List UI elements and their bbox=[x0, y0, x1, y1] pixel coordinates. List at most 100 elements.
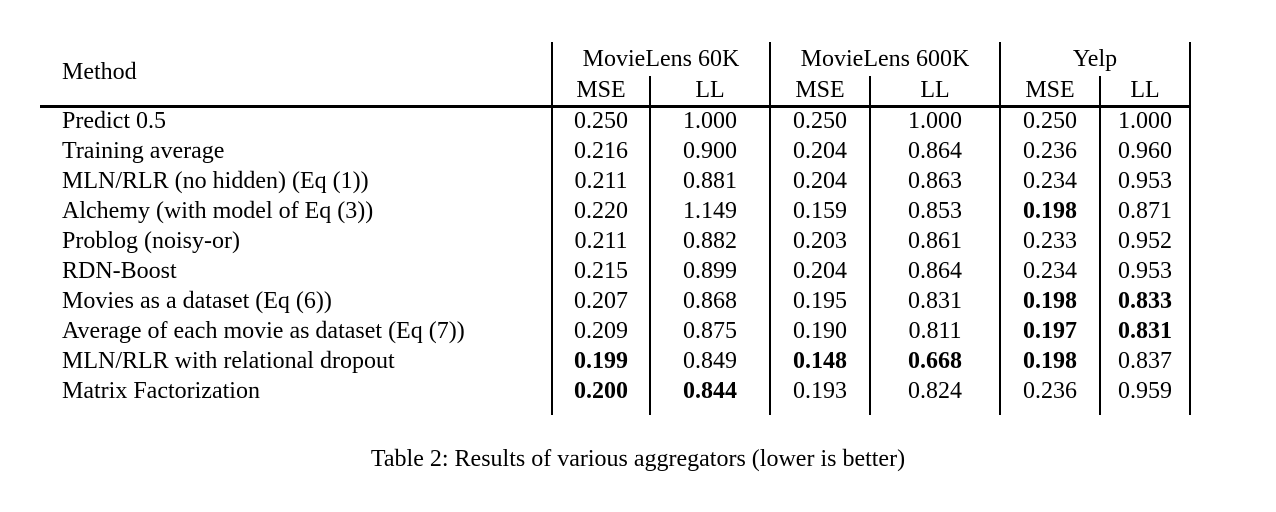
method-cell: MLN/RLR (no hidden) (Eq (1)) bbox=[40, 166, 553, 196]
value-cell: 0.193 bbox=[770, 376, 871, 406]
value-cell: 0.209 bbox=[552, 316, 651, 346]
value-cell: 0.220 bbox=[552, 196, 651, 226]
table-row: Matrix Factorization 0.200 0.844 0.193 0.824… bbox=[40, 376, 1191, 406]
method-cell: Average of each movie as dataset (Eq (7)… bbox=[40, 316, 553, 346]
value-cell: 0.849 bbox=[650, 346, 771, 376]
column-header-mse-yelp: MSE bbox=[1000, 76, 1101, 108]
value-cell: 0.875 bbox=[650, 316, 771, 346]
table-caption: Table 2: Results of various aggregators … bbox=[370, 446, 906, 472]
value-cell: 0.234 bbox=[1000, 166, 1101, 196]
value-cell: 0.215 bbox=[552, 256, 651, 286]
value-cell: 0.204 bbox=[770, 256, 871, 286]
value-cell: 0.198 bbox=[1000, 196, 1101, 226]
table-row: Predict 0.5 0.250 1.000 0.250 1.000 0.250 1.00… bbox=[40, 106, 1191, 136]
value-cell: 0.864 bbox=[870, 136, 1001, 166]
value-cell: 0.159 bbox=[770, 196, 871, 226]
column-header-mse-movielens-60k: MSE bbox=[552, 76, 651, 108]
rule-spacer-cell bbox=[1000, 406, 1101, 415]
rule-spacer-cell bbox=[650, 406, 771, 415]
value-cell: 0.203 bbox=[770, 226, 871, 256]
value-cell: 0.871 bbox=[1100, 196, 1191, 226]
value-cell: 0.824 bbox=[870, 376, 1001, 406]
column-header-ll-movielens-60k: LL bbox=[650, 76, 771, 108]
value-cell: 0.236 bbox=[1000, 376, 1101, 406]
value-cell: 0.811 bbox=[870, 316, 1001, 346]
rule-spacer-cell bbox=[770, 406, 871, 415]
value-cell: 0.837 bbox=[1100, 346, 1191, 376]
value-cell: 1.000 bbox=[870, 106, 1001, 136]
group-header-movielens-60k: MovieLens 60K bbox=[552, 42, 771, 76]
value-cell: 0.211 bbox=[552, 166, 651, 196]
value-cell: 0.250 bbox=[552, 106, 651, 136]
value-cell: 0.868 bbox=[650, 286, 771, 316]
table-row: Alchemy (with model of Eq (3)) 0.220 1.149… bbox=[40, 196, 1191, 226]
method-cell: RDN-Boost bbox=[40, 256, 553, 286]
group-header-row: Method MovieLens 60K MovieLens 600K Yelp bbox=[40, 42, 1191, 108]
value-cell: 0.148 bbox=[770, 346, 871, 376]
table-row: MLN/RLR with relational dropout 0.199 0.84… bbox=[40, 346, 1191, 376]
value-cell: 0.195 bbox=[770, 286, 871, 316]
method-cell: Movies as a dataset (Eq (6)) bbox=[40, 286, 553, 316]
method-cell: Problog (noisy-or) bbox=[40, 226, 553, 256]
value-cell: 0.204 bbox=[770, 166, 871, 196]
table-body: Predict 0.5 0.250 1.000 0.250 1.000 0.250 1.00… bbox=[40, 106, 1191, 415]
value-cell: 0.959 bbox=[1100, 376, 1191, 406]
value-cell: 0.199 bbox=[552, 346, 651, 376]
value-cell: 1.000 bbox=[650, 106, 771, 136]
value-cell: 0.668 bbox=[870, 346, 1001, 376]
value-cell: 0.844 bbox=[650, 376, 771, 406]
subheader-row: MSE LL MSE LL MSE LL bbox=[40, 76, 1191, 108]
value-cell: 1.149 bbox=[650, 196, 771, 226]
value-cell: 1.000 bbox=[1100, 106, 1191, 136]
value-cell: 0.831 bbox=[870, 286, 1001, 316]
column-header-mse-movielens-600k: MSE bbox=[770, 76, 871, 108]
value-cell: 0.250 bbox=[1000, 106, 1101, 136]
value-cell: 0.953 bbox=[1100, 256, 1191, 286]
value-cell: 0.864 bbox=[870, 256, 1001, 286]
table-row: Problog (noisy-or) 0.211 0.882 0.203 0.861 0.… bbox=[40, 226, 1191, 256]
column-header-ll-movielens-600k: LL bbox=[870, 76, 1001, 108]
value-cell: 0.833 bbox=[1100, 286, 1191, 316]
value-cell: 0.831 bbox=[1100, 316, 1191, 346]
value-cell: 0.882 bbox=[650, 226, 771, 256]
rule-spacer-cell bbox=[1100, 406, 1191, 415]
results-table: Method MovieLens 60K MovieLens 600K Yelp… bbox=[40, 42, 1191, 415]
rule-spacer-cell bbox=[870, 406, 1001, 415]
value-cell: 0.960 bbox=[1100, 136, 1191, 166]
value-cell: 0.236 bbox=[1000, 136, 1101, 166]
value-cell: 0.863 bbox=[870, 166, 1001, 196]
table-row: MLN/RLR (no hidden) (Eq (1)) 0.211 0.881 0.… bbox=[40, 166, 1191, 196]
value-cell: 0.198 bbox=[1000, 286, 1101, 316]
value-cell: 0.233 bbox=[1000, 226, 1101, 256]
method-cell: MLN/RLR with relational dropout bbox=[40, 346, 553, 376]
column-header-ll-yelp: LL bbox=[1100, 76, 1191, 108]
rule-spacer-cell bbox=[552, 406, 651, 415]
value-cell: 0.952 bbox=[1100, 226, 1191, 256]
table-row: Training average 0.216 0.900 0.204 0.864 0.23… bbox=[40, 136, 1191, 166]
group-header-yelp: Yelp bbox=[1000, 42, 1191, 76]
value-cell: 0.197 bbox=[1000, 316, 1101, 346]
value-cell: 0.204 bbox=[770, 136, 871, 166]
table-row: RDN-Boost 0.215 0.899 0.204 0.864 0.234 0.953 bbox=[40, 256, 1191, 286]
rule-spacer-cell bbox=[40, 406, 553, 415]
method-column-header: Method bbox=[40, 42, 553, 108]
method-cell: Training average bbox=[40, 136, 553, 166]
group-header-movielens-600k: MovieLens 600K bbox=[770, 42, 1001, 76]
value-cell: 0.211 bbox=[552, 226, 651, 256]
value-cell: 0.198 bbox=[1000, 346, 1101, 376]
table-row: Movies as a dataset (Eq (6)) 0.207 0.868 0.… bbox=[40, 286, 1191, 316]
method-cell: Alchemy (with model of Eq (3)) bbox=[40, 196, 553, 226]
value-cell: 0.899 bbox=[650, 256, 771, 286]
value-cell: 0.200 bbox=[552, 376, 651, 406]
value-cell: 0.861 bbox=[870, 226, 1001, 256]
value-cell: 0.953 bbox=[1100, 166, 1191, 196]
value-cell: 0.216 bbox=[552, 136, 651, 166]
method-cell: Predict 0.5 bbox=[40, 106, 553, 136]
value-cell: 0.900 bbox=[650, 136, 771, 166]
value-cell: 0.881 bbox=[650, 166, 771, 196]
value-cell: 0.190 bbox=[770, 316, 871, 346]
value-cell: 0.234 bbox=[1000, 256, 1101, 286]
value-cell: 0.250 bbox=[770, 106, 871, 136]
table-row: Average of each movie as dataset (Eq (7)… bbox=[40, 316, 1191, 346]
